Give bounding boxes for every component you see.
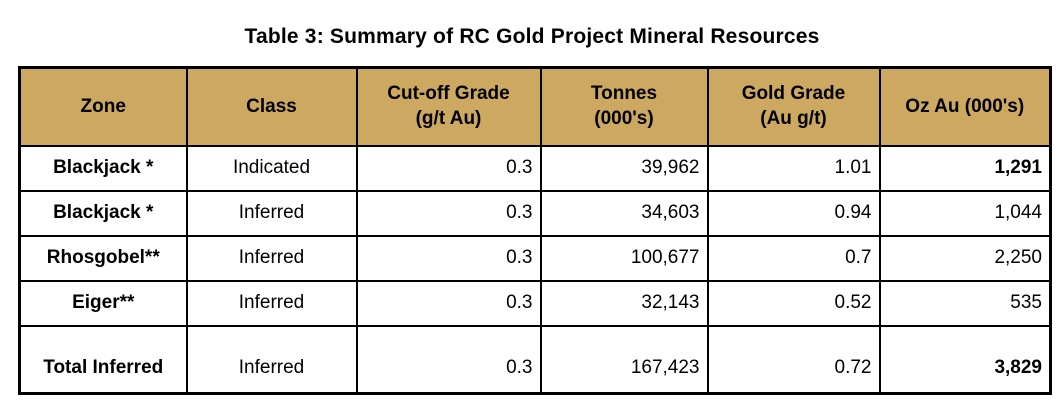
tonnes-cell: 100,677 — [539, 234, 709, 282]
gold-grade-cell: 0.7 — [706, 234, 881, 282]
col-header-oz-au: Oz Au (000's) — [878, 66, 1052, 147]
col-header-cutoff-grade-units: (g/t Au) — [415, 107, 482, 129]
header-row: Zone Class Cut-off Grade (g/t Au) Tonnes… — [18, 66, 1052, 147]
tonnes-cell: 39,962 — [539, 144, 709, 192]
tonnes-cell: 34,603 — [539, 189, 709, 237]
oz-au-cell: 1,291 — [878, 144, 1052, 192]
class-cell: Inferred — [185, 234, 358, 282]
col-header-tonnes-units: (000's) — [594, 107, 654, 129]
table-row: Rhosgobel** Inferred 0.3 100,677 0.7 2,2… — [18, 234, 1052, 282]
zone-cell: Rhosgobel** — [18, 234, 188, 282]
cutoff-grade-cell: 0.3 — [355, 234, 542, 282]
class-cell: Inferred — [185, 189, 358, 237]
gold-grade-cell: 1.01 — [706, 144, 881, 192]
tonnes-cell: 167,423 — [539, 324, 709, 395]
col-header-zone: Zone — [18, 66, 188, 147]
zone-cell: Blackjack * — [18, 189, 188, 237]
col-header-zone-label: Zone — [80, 95, 126, 117]
col-header-gold-grade-units: (Au g/t) — [760, 107, 827, 129]
tonnes-cell: 32,143 — [539, 279, 709, 327]
class-cell: Inferred — [185, 279, 358, 327]
table-row: Eiger** Inferred 0.3 32,143 0.52 535 — [18, 279, 1052, 327]
col-header-oz-au-label: Oz Au (000's) — [905, 95, 1025, 117]
class-cell: Indicated — [185, 144, 358, 192]
mineral-resources-table: Zone Class Cut-off Grade (g/t Au) Tonnes… — [18, 66, 1052, 395]
oz-au-cell: 535 — [878, 279, 1052, 327]
zone-cell: Total Inferred — [18, 324, 188, 395]
cutoff-grade-cell: 0.3 — [355, 144, 542, 192]
zone-cell: Eiger** — [18, 279, 188, 327]
cutoff-grade-cell: 0.3 — [355, 279, 542, 327]
col-header-cutoff-grade: Cut-off Grade (g/t Au) — [355, 66, 542, 147]
table-title: Table 3: Summary of RC Gold Project Mine… — [244, 25, 820, 48]
zone-cell: Blackjack * — [18, 144, 188, 192]
col-header-class-label: Class — [246, 95, 297, 117]
table-row: Blackjack * Indicated 0.3 39,962 1.01 1,… — [18, 144, 1052, 192]
oz-au-cell: 1,044 — [878, 189, 1052, 237]
table-row: Blackjack * Inferred 0.3 34,603 0.94 1,0… — [18, 189, 1052, 237]
col-header-gold-grade-label: Gold Grade — [741, 83, 846, 105]
col-header-tonnes: Tonnes (000's) — [539, 66, 709, 147]
total-row: Total Inferred Inferred 0.3 167,423 0.72… — [18, 324, 1052, 395]
gold-grade-cell: 0.72 — [706, 324, 881, 395]
cutoff-grade-cell: 0.3 — [355, 189, 542, 237]
col-header-tonnes-label: Tonnes — [590, 83, 658, 105]
cutoff-grade-cell: 0.3 — [355, 324, 542, 395]
col-header-gold-grade: Gold Grade (Au g/t) — [706, 66, 881, 147]
oz-au-cell: 2,250 — [878, 234, 1052, 282]
class-cell: Inferred — [185, 324, 358, 395]
col-header-cutoff-grade-label: Cut-off Grade — [387, 83, 510, 105]
gold-grade-cell: 0.52 — [706, 279, 881, 327]
gold-grade-cell: 0.94 — [706, 189, 881, 237]
oz-au-cell: 3,829 — [878, 324, 1052, 395]
col-header-class: Class — [185, 66, 358, 147]
